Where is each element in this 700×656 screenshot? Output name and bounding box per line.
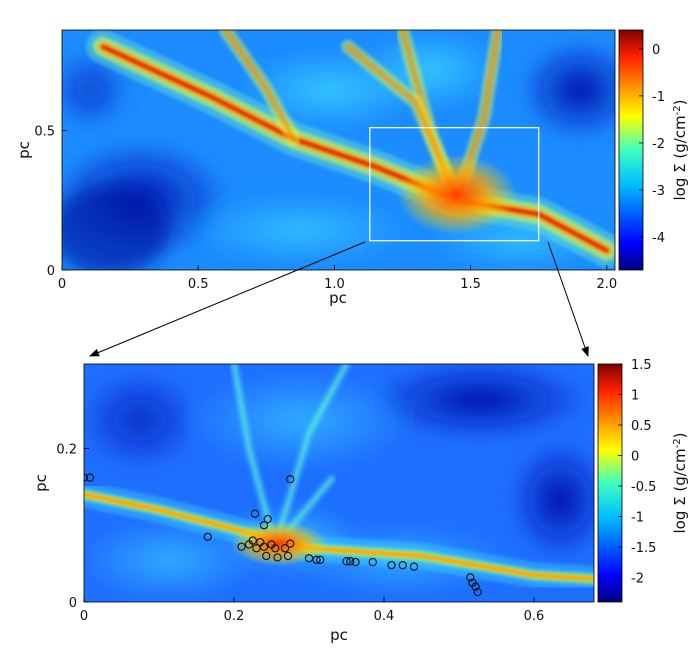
sink-marker <box>466 573 475 582</box>
sink-marker <box>85 473 95 482</box>
filament-branch <box>232 364 273 535</box>
colorbar-tick-label: -1 <box>652 90 665 105</box>
top-plot-frame <box>61 29 616 271</box>
arrow-left <box>89 241 366 357</box>
bottom-colorbar-label: log Σ (g/cm-2) <box>671 432 689 533</box>
x-tick-label: 0.4 <box>374 609 395 624</box>
bottom-filament <box>84 364 594 592</box>
sink-marker <box>280 544 290 553</box>
y-tick-label: 0.5 <box>34 124 55 139</box>
x-tick-label: 0.5 <box>188 277 209 292</box>
bottom-plot-frame <box>83 363 595 603</box>
colorbar-tick-label: -4 <box>652 231 665 246</box>
sink-marker <box>271 544 280 553</box>
inset-region-box <box>369 127 540 242</box>
bottom-x-axis-label: pc <box>330 626 348 644</box>
colorbar-tick-label: 1 <box>631 389 639 404</box>
arrow-right <box>547 241 589 357</box>
filament-branch <box>277 364 348 535</box>
x-tick-label: 0 <box>80 609 88 624</box>
colorbar-tick-label: 0 <box>631 450 639 465</box>
sink-marker <box>203 532 212 541</box>
sink-particles <box>84 473 482 597</box>
sink-marker <box>259 521 269 530</box>
colorbar-tick-label: -1.5 <box>631 541 656 556</box>
x-tick-label: 0 <box>58 277 66 292</box>
top-density-map <box>62 30 615 270</box>
colorbar-tick-label: -2 <box>631 572 644 587</box>
colorbar-tick-label: -1 <box>631 511 644 526</box>
sink-marker <box>346 557 355 566</box>
top-colorbar-label: log Σ (g/cm-2) <box>671 99 689 200</box>
top-panel: 0 0.5 1.0 1.5 2.0 0 0.5 pc pc 0 -1 -2 -3 -4 log Σ … <box>15 29 689 307</box>
top-colorbar <box>618 29 644 271</box>
sink-marker <box>259 542 269 551</box>
sink-marker <box>250 509 260 518</box>
x-tick-label: 1.0 <box>324 277 345 292</box>
colorbar-tick-label: 0.5 <box>631 419 652 434</box>
dense-hub <box>231 521 327 566</box>
sink-marker <box>286 475 295 484</box>
y-tick-label: 0.2 <box>56 442 77 457</box>
sink-marker <box>248 536 257 545</box>
sink-marker <box>351 557 360 567</box>
sink-marker <box>237 542 246 551</box>
colorbar-tick-label: 0 <box>652 43 660 58</box>
sink-marker <box>286 539 295 548</box>
sink-marker <box>387 560 396 570</box>
top-x-axis-label: pc <box>329 289 347 307</box>
sink-marker <box>368 557 377 567</box>
dense-hub <box>397 154 517 235</box>
sink-marker <box>262 551 271 561</box>
x-tick-label: 0.6 <box>524 609 545 624</box>
bottom-colorbar <box>597 363 623 603</box>
colorbar-tick-label: -2 <box>652 137 665 152</box>
x-tick-label: 0.2 <box>224 609 245 624</box>
sink-marker <box>409 562 419 571</box>
x-tick-label: 1.5 <box>460 277 481 292</box>
sink-marker <box>471 582 480 591</box>
sink-marker <box>473 587 482 597</box>
sink-marker <box>342 557 351 566</box>
colorbar-tick-label: -0.5 <box>631 480 656 495</box>
sink-marker <box>273 553 282 562</box>
sink-marker <box>263 514 272 524</box>
sink-marker <box>304 554 314 563</box>
filament-branch <box>222 30 297 142</box>
sink-marker <box>316 555 325 564</box>
y-tick-label: 0 <box>69 596 77 611</box>
bottom-y-axis-label: pc <box>32 474 50 492</box>
y-tick-label: 0 <box>47 264 55 279</box>
sink-marker <box>283 551 293 561</box>
colorbar-tick-label: -3 <box>652 184 665 199</box>
sink-marker <box>398 560 407 570</box>
sink-marker <box>252 544 261 553</box>
colorbar-tick-label: 1.5 <box>631 358 652 373</box>
sink-marker <box>312 555 321 564</box>
top-y-axis-label: pc <box>15 141 33 159</box>
bottom-panel: 0 0.2 0.4 0.6 0 0.2 pc pc 1.5 1 0.5 0 -0.5 -1 -1.5 -… <box>32 358 689 644</box>
x-tick-label: 2.0 <box>596 277 617 292</box>
bottom-density-map <box>84 364 594 602</box>
